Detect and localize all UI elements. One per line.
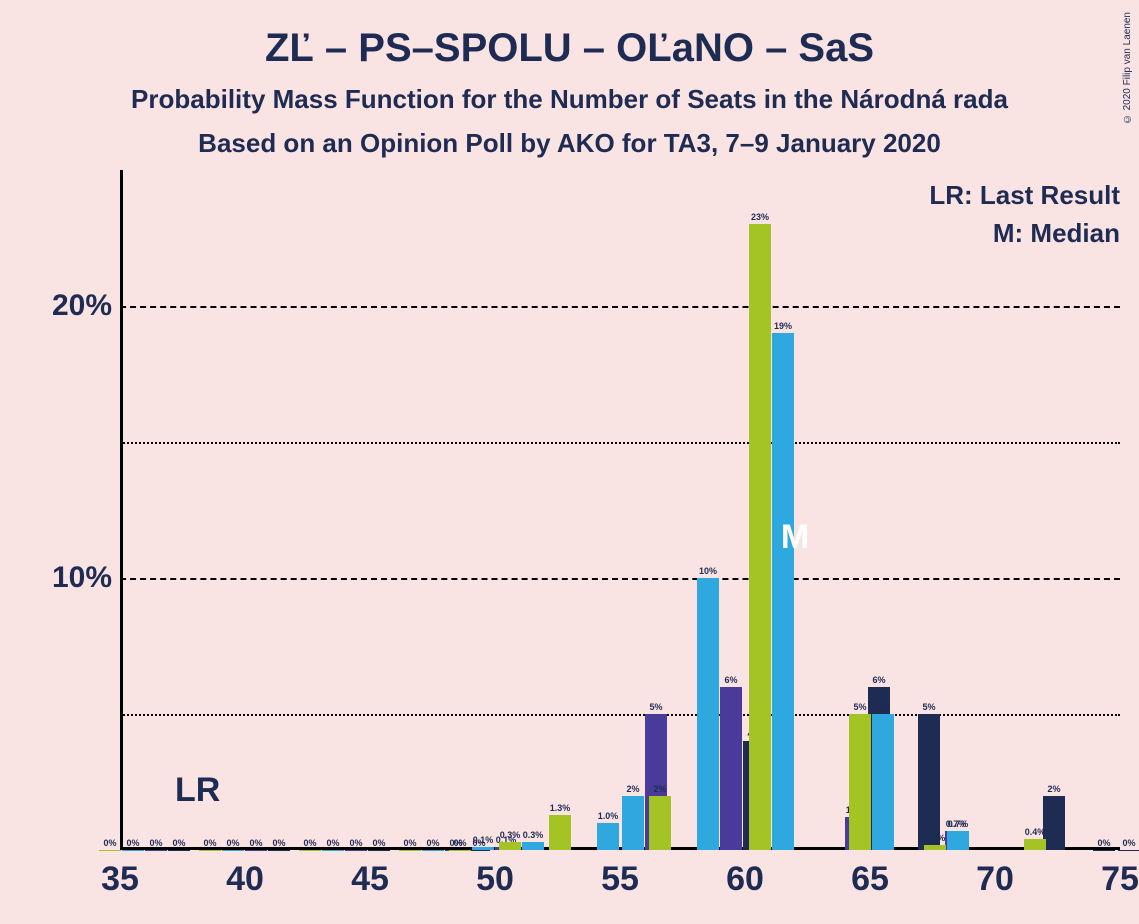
- bar: 2%: [649, 796, 671, 850]
- bar: 0%: [199, 850, 221, 851]
- chart-title: ZĽ – PS–SPOLU – OĽaNO – SaS: [0, 26, 1139, 71]
- bar: 5%: [872, 714, 894, 850]
- x-tick-label: 60: [726, 860, 764, 899]
- bar-value-label: 0%: [172, 838, 185, 848]
- bar: 1.0%: [597, 823, 619, 850]
- bar-value-label: 0%: [203, 838, 216, 848]
- bar: 5%: [849, 714, 871, 850]
- bar: 0%: [368, 850, 390, 851]
- bar-value-label: 0%: [226, 838, 239, 848]
- grid-minor: [120, 442, 1120, 444]
- bar-value-label: 0%: [426, 838, 439, 848]
- bar-value-label: 6%: [872, 675, 885, 685]
- bar: 23%: [749, 224, 771, 850]
- bar-value-label: 0.2%: [925, 833, 946, 843]
- bar: 0%: [322, 850, 344, 851]
- bar: 0%: [1118, 850, 1139, 851]
- bar: 1.3%: [549, 815, 571, 850]
- x-tick-label: 50: [476, 860, 514, 899]
- x-tick-label: 55: [601, 860, 639, 899]
- bar-value-label: 1.0%: [598, 811, 619, 821]
- x-tick-label: 70: [976, 860, 1014, 899]
- bar-value-label: 0%: [403, 838, 416, 848]
- bar: 0%: [449, 850, 471, 851]
- bar: 0.3%: [499, 842, 521, 850]
- bar: 0%: [145, 850, 167, 851]
- lr-annotation: LR: [175, 771, 220, 810]
- bar-value-label: 0%: [103, 838, 116, 848]
- bar-value-label: 0%: [249, 838, 262, 848]
- grid-major: [120, 578, 1120, 580]
- bar-value-label: 0%: [126, 838, 139, 848]
- x-tick-label: 40: [226, 860, 264, 899]
- bar-value-label: 0%: [372, 838, 385, 848]
- bar: 0%: [268, 850, 290, 851]
- bar-value-label: 0.7%: [948, 819, 969, 829]
- legend-m: M: Median: [993, 218, 1120, 249]
- bar-value-label: 0%: [149, 838, 162, 848]
- bar: 0%: [168, 850, 190, 851]
- y-tick-label: 10%: [52, 561, 112, 595]
- bar-value-label: 5%: [922, 702, 935, 712]
- bar: 19%: [772, 333, 794, 850]
- bar-value-label: 23%: [751, 212, 769, 222]
- x-tick-label: 65: [851, 860, 889, 899]
- bar-value-label: 5%: [853, 702, 866, 712]
- x-tick-label: 75: [1101, 860, 1139, 899]
- bar: 0.1%: [472, 847, 494, 850]
- y-tick-label: 20%: [52, 289, 112, 323]
- copyright-text: © 2020 Filip van Laenen: [1122, 12, 1133, 124]
- bar: 5%: [918, 714, 940, 850]
- bar: 0%: [99, 850, 121, 851]
- bar: 2%: [1043, 796, 1065, 850]
- bar: 0%: [345, 850, 367, 851]
- bar-value-label: 0%: [1097, 838, 1110, 848]
- bar: 0%: [422, 850, 444, 851]
- bar: 0.4%: [1024, 839, 1046, 850]
- bar-value-label: 1.3%: [550, 803, 571, 813]
- chart-subtitle-2: Based on an Opinion Poll by AKO for TA3,…: [0, 128, 1139, 159]
- pmf-bar-chart: 10%20%3540455055606570750%0%0%0%0%0%0%0%…: [120, 170, 1120, 850]
- legend-lr: LR: Last Result: [929, 180, 1120, 211]
- bar-value-label: 0%: [453, 838, 466, 848]
- bar: 0%: [222, 850, 244, 851]
- y-axis: [120, 170, 123, 850]
- bar-value-label: 19%: [774, 321, 792, 331]
- grid-major: [120, 306, 1120, 308]
- bar-value-label: 0%: [349, 838, 362, 848]
- x-tick-label: 35: [101, 860, 139, 899]
- bar: 0%: [122, 850, 144, 851]
- bar: 6%: [720, 687, 742, 850]
- bar-value-label: 2%: [626, 784, 639, 794]
- x-tick-label: 45: [351, 860, 389, 899]
- bar-value-label: 0%: [1122, 838, 1135, 848]
- bar-value-label: 0%: [303, 838, 316, 848]
- bar-value-label: 10%: [699, 566, 717, 576]
- chart-subtitle-1: Probability Mass Function for the Number…: [0, 84, 1139, 115]
- bar: 0%: [399, 850, 421, 851]
- bar: 0.3%: [522, 842, 544, 850]
- bar-value-label: 0%: [326, 838, 339, 848]
- bar-value-label: 0.3%: [523, 830, 544, 840]
- bar-value-label: 0.1%: [473, 835, 494, 845]
- bar-value-label: 0.4%: [1025, 827, 1046, 837]
- median-annotation: M: [781, 518, 809, 557]
- bar-value-label: 0.3%: [500, 830, 521, 840]
- bar-value-label: 2%: [653, 784, 666, 794]
- bar: 0%: [299, 850, 321, 851]
- bar-value-label: 5%: [649, 702, 662, 712]
- grid-minor: [120, 714, 1120, 716]
- bar: 0.2%: [924, 845, 946, 850]
- bar-value-label: 5%: [876, 702, 889, 712]
- bar: 10%: [697, 578, 719, 850]
- bar-value-label: 6%: [724, 675, 737, 685]
- bar: 2%: [622, 796, 644, 850]
- bar: 0.7%: [947, 831, 969, 850]
- bar-value-label: 0%: [272, 838, 285, 848]
- bar-value-label: 2%: [1047, 784, 1060, 794]
- bar: 0%: [1093, 850, 1115, 851]
- bar: 0%: [245, 850, 267, 851]
